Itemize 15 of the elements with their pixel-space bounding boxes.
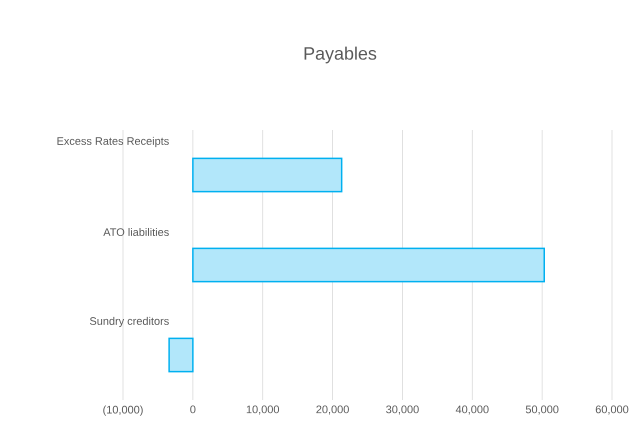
y-tick-label: ATO liabilities [103,228,169,236]
y-tick-label: Excess Rates Receipts [57,136,169,148]
bar [192,158,342,192]
x-tick-label: (10,000) [103,406,143,416]
x-tick-label: 40,000 [456,406,489,415]
x-tick-label: 30,000 [386,406,419,415]
y-tick-label: Sundry creditors [90,316,169,328]
x-tick-label: 20,000 [316,406,349,415]
chart-title: Payables [304,46,376,64]
x-tick-label: 60,000 [596,406,628,415]
x-tick-label: 0 [190,406,196,414]
bar [168,338,194,372]
x-tick-label: 10,000 [246,406,280,415]
x-tick-label: 50,000 [526,406,558,415]
bar [192,248,545,282]
